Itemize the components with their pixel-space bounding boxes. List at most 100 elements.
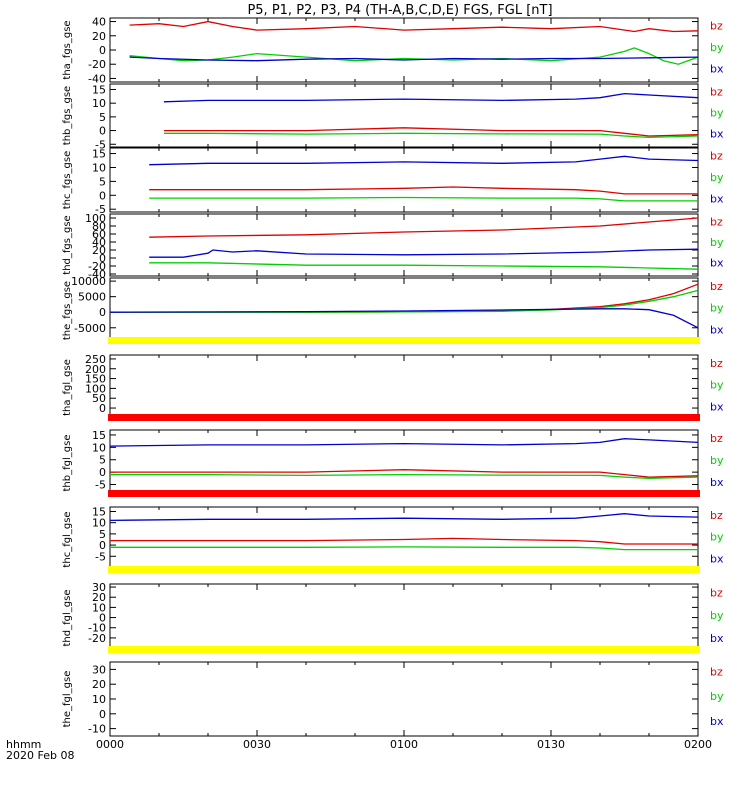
y-tick-label: -5 bbox=[95, 138, 106, 151]
legend-bz: bz bbox=[710, 150, 723, 163]
series-line-bx bbox=[109, 308, 699, 329]
series-line-bz bbox=[163, 127, 699, 137]
series-line-by bbox=[163, 132, 699, 139]
y-axis-label: tha_fgs_gse bbox=[62, 20, 73, 79]
y-tick-label: -5 bbox=[95, 203, 106, 216]
legend-by: by bbox=[710, 302, 724, 315]
y-axis-label: thb_fgs_gse bbox=[62, 86, 73, 145]
y-tick-label: 0 bbox=[99, 539, 106, 552]
y-axis-label: thc_fgs_gse bbox=[62, 151, 73, 210]
legend-bz: bz bbox=[710, 509, 723, 522]
y-tick-label: 5 bbox=[99, 111, 106, 124]
y-tick-label: 5 bbox=[99, 528, 106, 541]
y-tick-label: 80 bbox=[92, 220, 106, 233]
plot-title: P5, P1, P2, P3, P4 (TH-A,B,C,D,E) FGS, F… bbox=[247, 3, 552, 18]
y-tick-label: 0 bbox=[99, 189, 106, 202]
series-line-by bbox=[149, 262, 699, 270]
y-tick-label: 0 bbox=[99, 44, 106, 57]
y-tick-label: 40 bbox=[92, 16, 106, 29]
y-tick-label: 15 bbox=[92, 429, 106, 442]
legend-by: by bbox=[710, 236, 724, 249]
y-tick-label: 60 bbox=[92, 228, 106, 241]
series-line-bx bbox=[109, 513, 699, 522]
panel-the_fgl_gse: 30 20 10 0 -10 the_fgl_gse bz by bx bbox=[62, 661, 724, 737]
legend-by: by bbox=[710, 107, 724, 120]
y-tick-label: 0 bbox=[99, 708, 106, 721]
x-tick-label: 0030 bbox=[243, 738, 271, 751]
y-tick-label: 5000 bbox=[78, 291, 106, 304]
legend-bx: bx bbox=[710, 632, 724, 645]
legend-bx: bx bbox=[710, 476, 724, 489]
y-tick-label: 150 bbox=[85, 373, 106, 386]
y-tick-label: 5 bbox=[99, 175, 106, 188]
y-axis-label: thd_fgl_gse bbox=[62, 590, 73, 647]
y-tick-label: -20 bbox=[88, 260, 106, 273]
series-line-bz bbox=[129, 20, 699, 33]
y-tick-label: 0 bbox=[99, 402, 106, 415]
time-axis: 0000 0030 0100 0130 0200 bbox=[96, 738, 712, 751]
footer-hhmm: hhmm bbox=[6, 738, 41, 751]
y-axis-label: the_fgl_gse bbox=[62, 671, 73, 728]
y-tick-label: -5000 bbox=[74, 322, 106, 335]
y-axis-label: tha_fgl_gse bbox=[62, 359, 73, 416]
legend-by: by bbox=[710, 41, 724, 54]
flag-band bbox=[108, 337, 700, 344]
legend-bz: bz bbox=[710, 666, 723, 679]
series-line-bx bbox=[149, 155, 699, 166]
flag-band bbox=[108, 646, 700, 653]
series-line-by bbox=[129, 47, 699, 65]
series-line-bz bbox=[110, 469, 699, 478]
series-line-bz bbox=[149, 217, 699, 238]
x-tick-label: 0130 bbox=[537, 738, 565, 751]
y-tick-label: 40 bbox=[92, 236, 106, 249]
legend-by: by bbox=[710, 531, 724, 544]
y-tick-label: -40 bbox=[88, 268, 106, 281]
legend-bz: bz bbox=[710, 86, 723, 99]
x-tick-label: 0100 bbox=[390, 738, 418, 751]
x-tick-label: 0200 bbox=[684, 738, 712, 751]
footer-date: 2020 Feb 08 bbox=[6, 749, 74, 762]
series-line-by bbox=[149, 196, 698, 202]
y-tick-label: 10 bbox=[92, 601, 106, 614]
y-tick-label: 0 bbox=[99, 466, 106, 479]
panel-frame bbox=[109, 583, 699, 653]
panel-frame bbox=[109, 429, 699, 497]
legend-by: by bbox=[710, 171, 724, 184]
series-line-by bbox=[110, 546, 698, 551]
legend-by: by bbox=[710, 690, 724, 703]
legend-bx: bx bbox=[710, 400, 724, 413]
y-tick-label: 0 bbox=[99, 612, 106, 625]
flag-band bbox=[108, 414, 700, 421]
y-tick-label: -40 bbox=[88, 72, 106, 85]
legend-by: by bbox=[710, 379, 724, 392]
y-tick-label: 10 bbox=[92, 517, 106, 530]
panel-frame bbox=[109, 661, 699, 737]
y-tick-label: 20 bbox=[92, 244, 106, 257]
legend-by: by bbox=[710, 609, 724, 622]
y-tick-label: 15 bbox=[92, 148, 106, 161]
y-tick-label: 15 bbox=[92, 505, 106, 518]
x-tick-label: 0000 bbox=[96, 738, 124, 751]
series-line-bx bbox=[149, 248, 699, 258]
panel-frame bbox=[109, 354, 699, 421]
y-tick-label: -10 bbox=[88, 622, 106, 635]
series-line-bz bbox=[110, 283, 699, 313]
y-axis-label: thc_fgl_gse bbox=[62, 511, 73, 567]
legend-bz: bz bbox=[710, 280, 723, 293]
y-tick-label: 10 bbox=[92, 97, 106, 110]
legend-bx: bx bbox=[710, 128, 724, 141]
y-tick-label: 15 bbox=[92, 83, 106, 96]
flag-band bbox=[108, 566, 700, 573]
y-tick-label: 0 bbox=[99, 306, 106, 319]
y-tick-label: 5 bbox=[99, 454, 106, 467]
series-line-bx bbox=[109, 438, 699, 447]
y-tick-label: -10 bbox=[88, 723, 106, 736]
y-axis-label: thd_fgs_gse bbox=[62, 215, 73, 274]
y-tick-label: 30 bbox=[92, 581, 106, 594]
